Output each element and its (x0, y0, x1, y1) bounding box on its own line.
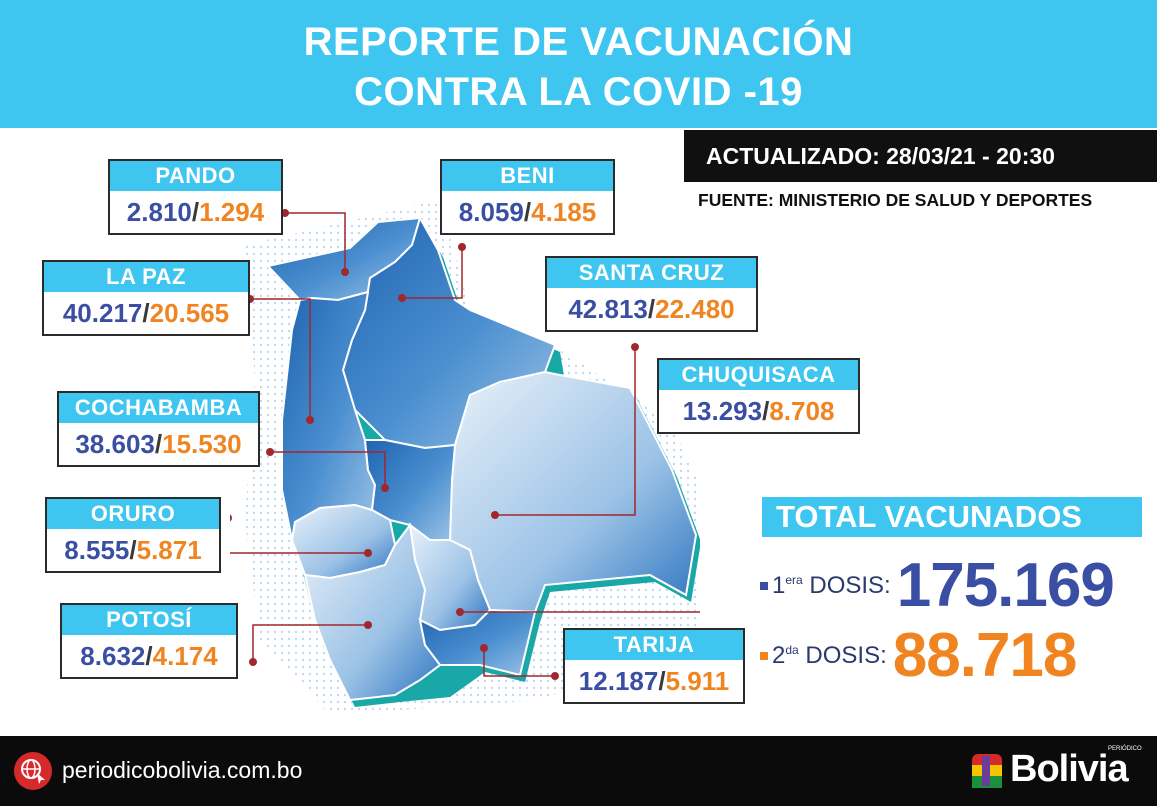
first-dose-value: 8.632 (80, 641, 146, 671)
dept-values: 38.603/15.530 (59, 423, 258, 465)
region-tarija (418, 608, 537, 677)
dept-name: LA PAZ (44, 262, 248, 292)
dose2-total: 88.718 (892, 621, 1078, 690)
dose1-suffix: DOSIS: (802, 571, 891, 599)
separator: / (762, 396, 770, 426)
first-dose-value: 2.810 (126, 197, 192, 227)
brand-name: Bolivia (1010, 748, 1129, 790)
dept-values: 42.813/22.480 (547, 288, 756, 330)
dose2-sup: da (785, 642, 799, 657)
dept-card-cochabamba: COCHABAMBA 38.603/15.530 (57, 391, 260, 467)
separator: / (191, 197, 200, 227)
separator: / (647, 294, 656, 324)
first-dose-value: 8.555 (64, 535, 130, 565)
second-dose-value: 1.294 (199, 197, 265, 227)
dept-values: 8.555/5.871 (47, 529, 219, 571)
dept-name: PANDO (110, 161, 281, 191)
dose2-label: 2da DOSIS: (772, 642, 887, 669)
dept-values: 12.187/5.911 (565, 660, 743, 702)
second-dose-value: 5.871 (136, 535, 202, 565)
header-banner: REPORTE DE VACUNACIÓN CONTRA LA COVID -1… (0, 0, 1157, 128)
dose1-total: 175.169 (896, 551, 1115, 620)
dose1-prefix: 1 (772, 571, 786, 599)
dept-name: POTOSÍ (62, 605, 236, 635)
first-dose-value: 8.059 (458, 197, 524, 227)
first-dose-value: 38.603 (75, 429, 155, 459)
dept-name: COCHABAMBA (59, 393, 258, 423)
dose2-prefix: 2 (772, 641, 786, 669)
dept-values: 8.632/4.174 (62, 635, 236, 677)
dept-values: 13.293/8.708 (659, 390, 858, 432)
data-source: FUENTE: MINISTERIO DE SALUD Y DEPORTES (698, 190, 1093, 210)
separator: / (154, 429, 163, 459)
bolivia-map (230, 200, 700, 715)
separator: / (523, 197, 532, 227)
connector-lines (230, 212, 700, 677)
dept-card-chuquisaca: CHUQUISACA 13.293/8.708 (657, 358, 860, 434)
dept-name: TARIJA (565, 630, 743, 660)
updated-timestamp: ACTUALIZADO: 28/03/21 - 20:30 (684, 130, 1157, 182)
dept-values: 40.217/20.565 (44, 292, 248, 334)
dose2-row: 2da DOSIS:88.718 (760, 620, 1078, 691)
first-dose-value: 12.187 (578, 666, 659, 696)
second-dose-value: 5.911 (665, 666, 730, 696)
dept-values: 8.059/4.185 (442, 191, 613, 233)
connector-dots (230, 209, 639, 680)
second-dose-value: 22.480 (655, 294, 735, 324)
dept-name: SANTA CRUZ (547, 258, 756, 288)
second-dose-value: 4.174 (152, 641, 218, 671)
dept-card-pando: PANDO 2.810/1.294 (108, 159, 283, 235)
dose2-bullet (760, 651, 768, 660)
dept-card-potosi: POTOSÍ 8.632/4.174 (60, 603, 238, 679)
dept-card-beni: BENI 8.059/4.185 (440, 159, 615, 235)
dose1-label: 1era DOSIS: (772, 572, 891, 599)
separator: / (145, 641, 153, 671)
dose1-bullet (760, 581, 768, 590)
separator: / (129, 535, 137, 565)
dept-name: BENI (442, 161, 613, 191)
brand-tagline: PERIÓDICO (1108, 746, 1142, 752)
dept-card-santa-cruz: SANTA CRUZ 42.813/22.480 (545, 256, 758, 332)
dose1-row: 1era DOSIS:175.169 (760, 550, 1115, 621)
dept-card-la-paz: LA PAZ 40.217/20.565 (42, 260, 250, 336)
first-dose-value: 13.293 (682, 396, 763, 426)
page-title-line2: CONTRA LA COVID -19 (354, 70, 803, 114)
page-title-line1: REPORTE DE VACUNACIÓN (303, 20, 854, 64)
total-vaccinated-label: TOTAL VACUNADOS (762, 497, 1142, 537)
second-dose-value: 4.185 (531, 197, 597, 227)
first-dose-value: 40.217 (62, 298, 143, 328)
separator: / (658, 666, 666, 696)
first-dose-value: 42.813 (568, 294, 648, 324)
second-dose-value: 8.708 (769, 396, 835, 426)
dept-name: ORURO (47, 499, 219, 529)
dose1-sup: era (785, 572, 803, 587)
dose2-suffix: DOSIS: (798, 641, 887, 669)
website-link[interactable]: periodicobolivia.com.bo (62, 757, 303, 783)
bolivia-logo-icon (972, 754, 1002, 788)
dept-card-tarija: TARIJA 12.187/5.911 (563, 628, 745, 704)
second-dose-value: 20.565 (149, 298, 230, 328)
globe-icon (14, 752, 52, 790)
dept-values: 2.810/1.294 (110, 191, 281, 233)
second-dose-value: 15.530 (162, 429, 242, 459)
dept-card-oruro: ORURO 8.555/5.871 (45, 497, 221, 573)
footer: periodicobolivia.com.bo Bolivia PERIÓDIC… (0, 736, 1157, 806)
separator: / (142, 298, 150, 328)
dept-name: CHUQUISACA (659, 360, 858, 390)
